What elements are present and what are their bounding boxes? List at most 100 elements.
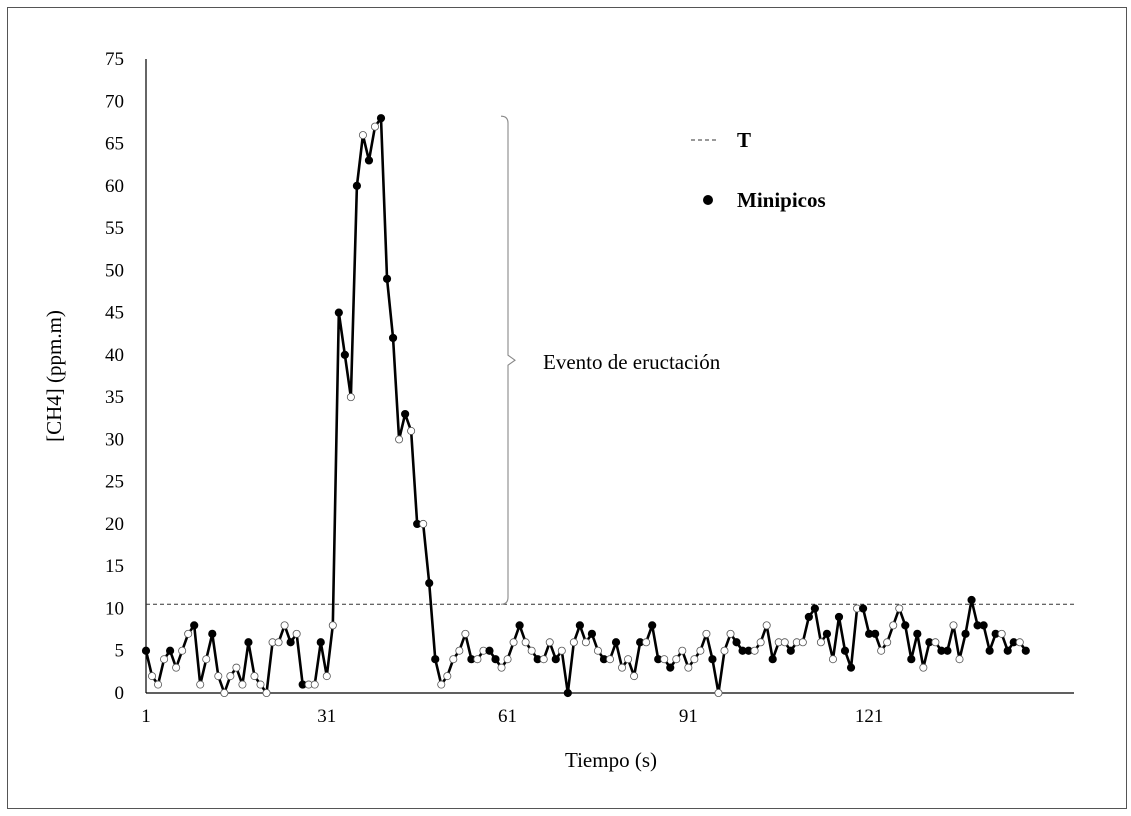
data-point xyxy=(310,680,319,689)
data-point xyxy=(437,680,446,689)
chart-frame: 0 5 10 15 20 25 30 35 40 45 50 55 60 65 70 75 1 31 61 91 12… xyxy=(7,7,1127,809)
axes xyxy=(145,59,1074,694)
data-point xyxy=(672,655,681,664)
minipico-point xyxy=(563,688,572,698)
y-tick-label: 50 xyxy=(105,260,124,281)
data-point xyxy=(232,663,241,672)
legend-dot-swatch xyxy=(703,195,713,205)
minipico-point xyxy=(401,409,410,419)
data-point xyxy=(214,672,223,681)
minipico-point xyxy=(732,638,741,647)
minipico-point xyxy=(786,646,795,655)
data-point xyxy=(1015,638,1024,647)
data-point xyxy=(328,621,337,630)
minipico-point xyxy=(376,114,386,123)
minipico-point xyxy=(666,663,675,672)
data-point xyxy=(148,672,157,681)
data-point xyxy=(684,663,693,672)
minipico-point xyxy=(858,604,868,613)
y-tick-label: 55 xyxy=(105,218,124,239)
minipico-point xyxy=(244,638,253,647)
data-point xyxy=(780,638,789,647)
minipico-point xyxy=(967,595,976,605)
minipico-point xyxy=(551,655,560,664)
data-point xyxy=(762,621,771,630)
minipico-point xyxy=(340,350,349,359)
minipico-point xyxy=(901,621,910,630)
data-point xyxy=(660,655,669,664)
minipico-point xyxy=(834,612,844,622)
data-point xyxy=(322,672,331,681)
minipico-point xyxy=(334,308,343,317)
minipico-point xyxy=(388,333,398,343)
data-point xyxy=(678,646,687,655)
data-point xyxy=(370,122,379,131)
minipico-point xyxy=(575,621,584,630)
data-point xyxy=(690,655,699,664)
minipico-point xyxy=(943,646,952,655)
data-point xyxy=(919,663,928,672)
data-point xyxy=(449,655,458,664)
y-tick-label: 60 xyxy=(105,176,124,197)
legend: T Minipicos xyxy=(691,128,826,212)
minipico-point xyxy=(648,621,657,630)
data-point xyxy=(877,646,886,655)
data-point xyxy=(545,638,554,647)
x-tick-label: 91 xyxy=(679,706,698,727)
data-point xyxy=(696,646,705,655)
y-axis-title: [CH4] (ppm.m) xyxy=(42,310,66,442)
data-point xyxy=(407,426,416,435)
y-tick-label: 15 xyxy=(105,556,124,577)
minipico-point xyxy=(1003,646,1012,655)
data-point xyxy=(569,638,578,647)
y-tick-label: 5 xyxy=(115,641,125,662)
data-point xyxy=(154,680,163,689)
data-point xyxy=(262,689,271,698)
data-point xyxy=(828,655,837,664)
minipico-point xyxy=(352,181,362,190)
data-point xyxy=(521,638,530,647)
data-point xyxy=(702,629,711,638)
minipico-point xyxy=(485,646,494,655)
data-point xyxy=(443,672,452,681)
minipico-point xyxy=(708,655,717,664)
minipico-point xyxy=(871,629,880,638)
data-point xyxy=(196,680,205,689)
data-point xyxy=(895,604,904,613)
data-point xyxy=(624,655,633,664)
data-point xyxy=(889,621,898,630)
minipico-point xyxy=(491,655,500,664)
data-point xyxy=(172,663,181,672)
data-point xyxy=(883,638,892,647)
minipico-point xyxy=(166,646,175,655)
data-point xyxy=(816,638,825,647)
y-tick-label: 20 xyxy=(105,514,124,535)
minipico-point xyxy=(316,638,325,647)
data-point xyxy=(419,519,428,528)
data-point xyxy=(395,435,404,444)
minipico-point xyxy=(141,646,151,655)
minipico-point xyxy=(810,604,819,613)
data-point xyxy=(798,638,807,647)
data-point xyxy=(949,621,958,630)
data-point xyxy=(606,655,615,664)
data-point xyxy=(720,646,729,655)
data-point xyxy=(750,646,759,655)
data-point xyxy=(726,629,735,638)
y-tick-label: 45 xyxy=(105,303,124,324)
data-point xyxy=(509,638,518,647)
series-line xyxy=(144,116,1027,695)
y-tick-label: 30 xyxy=(105,429,124,450)
data-point xyxy=(539,655,548,664)
data-point xyxy=(714,689,723,698)
y-tick-label: 70 xyxy=(105,91,124,112)
data-point xyxy=(461,629,470,638)
minipico-point xyxy=(985,646,994,655)
x-axis-title: Tiempo (s) xyxy=(565,748,657,772)
methane-chart: 0 5 10 15 20 25 30 35 40 45 50 55 60 65 70 75 1 31 61 91 12… xyxy=(42,49,1075,772)
data-point xyxy=(184,629,193,638)
legend-label-minipicos: Minipicos xyxy=(737,188,826,212)
y-tick-label: 40 xyxy=(105,345,124,366)
x-tick-labels: 1 31 61 91 121 xyxy=(141,706,883,727)
data-point xyxy=(503,655,512,664)
